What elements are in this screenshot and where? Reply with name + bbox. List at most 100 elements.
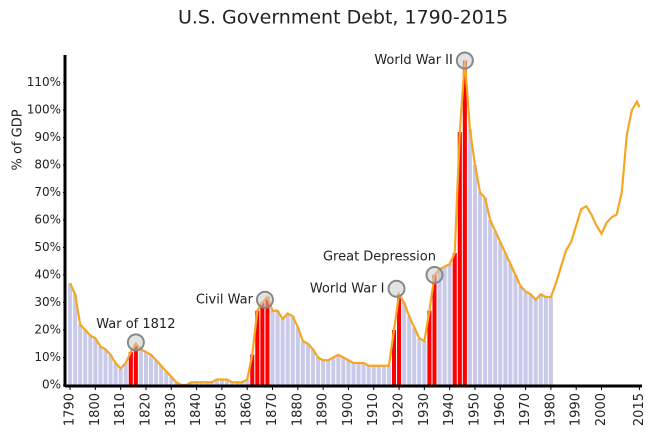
bar (488, 220, 493, 385)
bar (214, 379, 219, 385)
bar (310, 349, 316, 385)
y-tick-label: 70% (34, 185, 61, 199)
bar (78, 324, 83, 385)
y-tick-label: 100% (27, 103, 61, 117)
bar (361, 363, 366, 385)
bar (143, 352, 149, 385)
bar (498, 242, 503, 385)
x-tick-label: 2000 (594, 393, 609, 426)
x-tick-label: 1870 (265, 393, 280, 426)
x-tick-label: 1940 (442, 393, 457, 426)
bar (356, 363, 361, 385)
y-axis-label: % of GDP (11, 109, 26, 170)
bar (295, 327, 300, 385)
bar (290, 316, 295, 385)
bar (194, 382, 199, 385)
bar (245, 379, 250, 385)
bar (280, 319, 285, 385)
annotation-label: World War I (310, 281, 385, 296)
bar (376, 365, 381, 385)
x-tick-label: 1860 (240, 393, 255, 426)
bar (113, 363, 118, 385)
x-tick-label: 1890 (316, 393, 331, 426)
bar (103, 349, 108, 385)
bar (326, 360, 331, 385)
bar (93, 338, 98, 385)
y-tick-label: 90% (34, 130, 61, 144)
annotation-label: World War II (374, 53, 453, 68)
y-tick-label: 80% (34, 158, 61, 172)
y-tick-label: 50% (34, 240, 61, 254)
bar (528, 294, 533, 385)
x-tick-label: 1930 (417, 393, 432, 426)
bar (513, 275, 518, 385)
y-tick-label: 40% (34, 268, 61, 282)
annotation-marker (455, 51, 474, 70)
bar (138, 349, 143, 385)
bar (255, 310, 260, 385)
bar (351, 363, 356, 385)
annotation-marker (387, 279, 406, 298)
bar (452, 253, 457, 385)
x-tick-label: 1820 (138, 393, 153, 426)
bar (472, 165, 477, 385)
annotation-label: War of 1812 (96, 317, 175, 332)
y-tick-label: 0% (42, 378, 61, 392)
x-tick-label: 1830 (164, 393, 179, 426)
bar (437, 269, 442, 385)
x-tick-label: 1850 (214, 393, 229, 426)
x-tick-label: 2015 (632, 393, 647, 426)
bar (230, 382, 235, 385)
bar (123, 363, 128, 385)
y-tick-label: 20% (34, 323, 61, 337)
annotation-label: Great Depression (323, 250, 436, 265)
bar (133, 343, 138, 385)
bar (128, 352, 133, 385)
bar (270, 310, 275, 385)
bar (462, 60, 467, 385)
x-tick-label: 1950 (467, 393, 482, 426)
bar (159, 365, 164, 385)
bar (275, 310, 280, 385)
y-tick-label: 30% (34, 295, 61, 309)
annotation-marker (255, 290, 274, 309)
bar (331, 357, 336, 385)
y-tick-label: 60% (34, 213, 61, 227)
bar (83, 330, 88, 385)
bar (73, 294, 78, 385)
bar (219, 379, 224, 385)
annotation-label: Civil War (196, 292, 254, 307)
x-tick-label: 1990 (569, 393, 584, 426)
bar (164, 371, 169, 385)
bar (154, 360, 159, 385)
bar (224, 379, 229, 385)
bar (467, 129, 472, 385)
bar (88, 335, 93, 385)
bar (235, 382, 240, 385)
bar (265, 297, 270, 385)
bar (478, 192, 483, 385)
bar (538, 294, 543, 385)
x-tick-label: 1970 (518, 393, 533, 426)
bar (260, 302, 265, 385)
x-tick-label: 1960 (493, 393, 508, 426)
bar (209, 382, 214, 385)
bar (518, 286, 523, 385)
bar (432, 275, 437, 385)
bar (189, 382, 194, 385)
bar (346, 360, 351, 385)
bar (371, 365, 376, 385)
bar (285, 313, 290, 385)
bar (543, 297, 548, 385)
bar (386, 365, 391, 385)
x-tick-label: 1910 (366, 393, 381, 426)
bar (149, 354, 154, 385)
bar (523, 291, 528, 385)
bar (98, 346, 103, 385)
bar (381, 365, 386, 385)
annotation-marker (126, 333, 145, 352)
bar (548, 297, 553, 385)
x-tick-label: 1980 (543, 393, 558, 426)
bar (533, 299, 538, 385)
line (69, 60, 641, 387)
